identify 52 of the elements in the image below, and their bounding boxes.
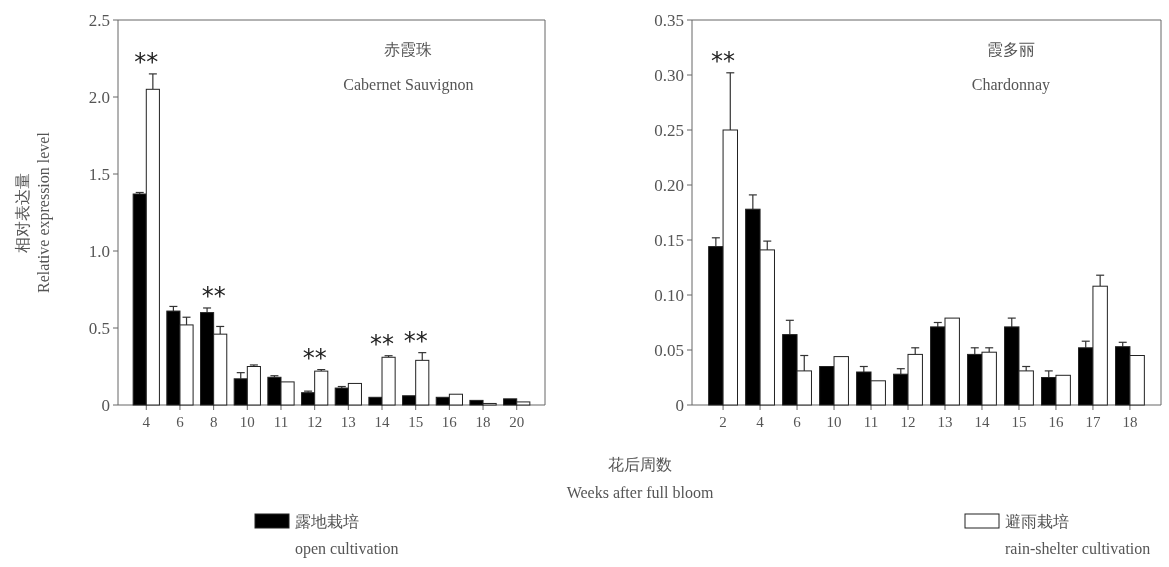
text: 赤霞珠 (384, 41, 433, 58)
x-tick-label: 6 (176, 414, 185, 430)
legend-label: 避雨栽培 rain-shelter cultivation (1005, 513, 1151, 558)
text: 霞多丽 (986, 41, 1035, 58)
x-tick-label: 13 (340, 414, 356, 430)
x-tick-label: 14 (974, 414, 990, 430)
x-tick-label: 4 (756, 414, 765, 430)
y-tick-label: 0 (675, 395, 684, 415)
x-tick-label: 6 (793, 414, 802, 430)
y-tick-label: 0.25 (654, 120, 684, 140)
x-tick-label: 14 (374, 414, 391, 430)
y-tick-label: 1.5 (88, 164, 110, 184)
annotation: ** (201, 281, 226, 310)
text: Cabernet Sauvignon (343, 76, 474, 94)
x-tick-label: 12 (307, 414, 323, 430)
x-tick-label: 15 (408, 414, 424, 430)
x-tick-label: 11 (863, 414, 879, 430)
x-axis-title: 花后周数 Weeks after full bloom (566, 456, 714, 501)
y-tick-label: 0.15 (654, 230, 684, 250)
text: Chardonnay (971, 76, 1051, 94)
x-tick-label: 16 (1048, 414, 1064, 430)
y-tick-label: 2.0 (88, 87, 110, 107)
x-tick-label: 10 (826, 414, 842, 430)
x-tick-label: 13 (937, 414, 953, 430)
x-tick-label: 12 (900, 414, 916, 430)
annotation: ** (134, 47, 159, 76)
x-tick-label: 16 (441, 414, 458, 430)
y-tick-label: 0.30 (654, 65, 684, 85)
y-tick-label: 2.5 (88, 10, 110, 30)
annotation: ** (711, 46, 736, 75)
y-tick-label: 0 (101, 395, 110, 415)
y-tick-label: 1.0 (88, 241, 110, 261)
x-tick-label: 20 (509, 414, 525, 430)
x-tick-label: 10 (239, 414, 255, 430)
y-axis-title: 相对表达量 Relative expression level (14, 131, 53, 293)
x-tick-label: 18 (1122, 414, 1138, 430)
annotation: ** (403, 326, 428, 355)
y-tick-label: 0.20 (654, 175, 684, 195)
x-tick-label: 2 (719, 414, 727, 430)
x-tick-label: 17 (1085, 414, 1101, 430)
annotation: ** (370, 329, 395, 358)
x-tick-label: 11 (273, 414, 289, 430)
x-tick-label: 18 (475, 414, 491, 430)
y-tick-label: 0.5 (88, 318, 110, 338)
legend-label: 露地栽培 open cultivation (295, 513, 399, 559)
y-tick-label: 0.05 (654, 340, 684, 360)
y-tick-label: 0.35 (654, 10, 684, 30)
x-tick-label: 8 (209, 414, 218, 430)
x-tick-label: 4 (142, 414, 151, 430)
y-tick-label: 0.10 (654, 285, 684, 305)
x-tick-label: 15 (1011, 414, 1027, 430)
annotation: ** (302, 343, 327, 372)
